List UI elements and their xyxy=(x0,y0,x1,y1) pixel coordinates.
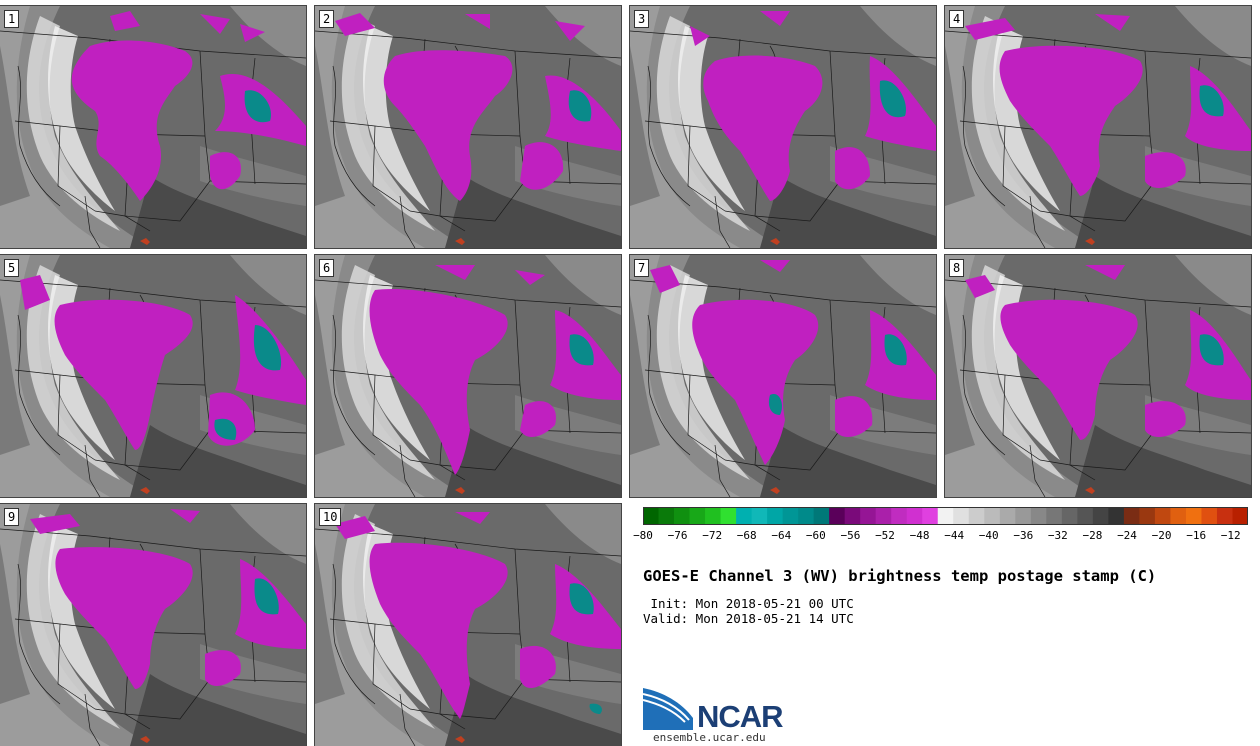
colorbar-segment xyxy=(829,507,846,525)
panel-number-label: 1 xyxy=(4,10,20,28)
colorbar-segment xyxy=(984,507,1001,525)
colorbar-segment xyxy=(1139,507,1156,525)
water-vapor-map-8 xyxy=(945,255,1251,497)
ensemble-member-panel-1: 1 xyxy=(0,5,307,249)
colorbar-tick-label: −44 xyxy=(944,529,965,542)
colorbar-segment xyxy=(1232,507,1248,525)
water-vapor-map-1 xyxy=(0,6,306,248)
panel-number-label: 4 xyxy=(949,10,965,28)
site-url: ensemble.ucar.edu xyxy=(653,731,766,744)
colorbar-segment xyxy=(689,507,706,525)
panel-number-label: 3 xyxy=(634,10,650,28)
colorbar-segment xyxy=(751,507,768,525)
water-vapor-map-3 xyxy=(630,6,936,248)
panel-number-label: 7 xyxy=(634,259,650,277)
colorbar-segment xyxy=(1046,507,1063,525)
panel-number-label: 10 xyxy=(319,508,342,526)
colorbar-segment xyxy=(875,507,892,525)
colorbar-frame xyxy=(643,507,1248,525)
water-vapor-map-7 xyxy=(630,255,936,497)
colorbar-tick-label: −32 xyxy=(1047,529,1068,542)
figure-title: GOES-E Channel 3 (WV) brightness temp po… xyxy=(643,567,1157,585)
water-vapor-map-2 xyxy=(315,6,621,248)
ensemble-member-panel-8: 8 xyxy=(944,254,1252,498)
colorbar-segment xyxy=(1077,507,1094,525)
colorbar-tick-label: −52 xyxy=(875,529,895,542)
colorbar-segment xyxy=(798,507,815,525)
ncar-logo-text: NCAR xyxy=(697,699,784,734)
colorbar-tick-label: −20 xyxy=(1151,529,1172,542)
colorbar-tick-label: −24 xyxy=(1117,529,1137,542)
colorbar-segment xyxy=(1185,507,1202,525)
ensemble-member-panel-5: 5 xyxy=(0,254,307,498)
water-vapor-map-6 xyxy=(315,255,621,497)
colorbar-segment xyxy=(720,507,737,525)
panel-number-label: 9 xyxy=(4,508,20,526)
colorbar-segment xyxy=(767,507,784,525)
colorbar-segment xyxy=(937,507,954,525)
ensemble-member-panel-4: 4 xyxy=(944,5,1252,249)
colorbar xyxy=(643,507,1248,525)
colorbar-segment xyxy=(782,507,799,525)
water-vapor-map-10 xyxy=(315,504,621,746)
colorbar-segment xyxy=(953,507,970,525)
ensemble-member-panel-7: 7 xyxy=(629,254,937,498)
colorbar-segment xyxy=(922,507,939,525)
colorbar-segment xyxy=(1015,507,1032,525)
colorbar-tick-label: −28 xyxy=(1082,529,1103,542)
colorbar-tick-label: −72 xyxy=(702,529,723,542)
colorbar-tick-label: −48 xyxy=(909,529,930,542)
colorbar-segment xyxy=(1108,507,1125,525)
colorbar-segment xyxy=(844,507,861,525)
water-vapor-map-9 xyxy=(0,504,306,746)
colorbar-tick-label: −80 xyxy=(633,529,653,542)
ensemble-member-panel-10: 10 xyxy=(314,503,622,746)
ensemble-member-panel-3: 3 xyxy=(629,5,937,249)
colorbar-tick-label: −40 xyxy=(978,529,999,542)
colorbar-segment xyxy=(674,507,691,525)
colorbar-segment xyxy=(1123,507,1140,525)
water-vapor-map-4 xyxy=(945,6,1251,248)
colorbar-segment xyxy=(999,507,1016,525)
valid-time: Valid: Mon 2018-05-21 14 UTC xyxy=(643,611,854,626)
colorbar-tick-label: −12 xyxy=(1220,529,1241,542)
colorbar-segment xyxy=(1030,507,1047,525)
panel-number-label: 2 xyxy=(319,10,335,28)
colorbar-segment xyxy=(1201,507,1218,525)
panel-number-label: 8 xyxy=(949,259,965,277)
colorbar-segment xyxy=(1154,507,1171,525)
colorbar-tick-label: −56 xyxy=(840,529,861,542)
colorbar-segment xyxy=(906,507,923,525)
colorbar-segment xyxy=(736,507,753,525)
colorbar-segment xyxy=(1216,507,1233,525)
init-time: Init: Mon 2018-05-21 00 UTC xyxy=(643,596,854,611)
panel-number-label: 6 xyxy=(319,259,335,277)
colorbar-segment xyxy=(1061,507,1078,525)
ncar-logo-icon xyxy=(643,688,693,730)
colorbar-segment xyxy=(968,507,985,525)
ensemble-member-panel-2: 2 xyxy=(314,5,622,249)
colorbar-tick-label: −60 xyxy=(805,529,826,542)
colorbar-segment xyxy=(891,507,908,525)
colorbar-segment xyxy=(643,507,660,525)
ensemble-member-panel-6: 6 xyxy=(314,254,622,498)
colorbar-tick-label: −68 xyxy=(736,529,757,542)
colorbar-tick-label: −64 xyxy=(771,529,792,542)
colorbar-segment xyxy=(813,507,830,525)
colorbar-segment xyxy=(658,507,675,525)
panel-number-label: 5 xyxy=(4,259,20,277)
colorbar-segment xyxy=(1170,507,1187,525)
colorbar-tick-label: −36 xyxy=(1013,529,1034,542)
colorbar-segment xyxy=(705,507,722,525)
colorbar-tick-label: −76 xyxy=(667,529,688,542)
colorbar-segment xyxy=(860,507,877,525)
water-vapor-map-5 xyxy=(0,255,306,497)
colorbar-segment xyxy=(1092,507,1109,525)
colorbar-tick-label: −16 xyxy=(1186,529,1207,542)
ensemble-member-panel-9: 9 xyxy=(0,503,307,746)
